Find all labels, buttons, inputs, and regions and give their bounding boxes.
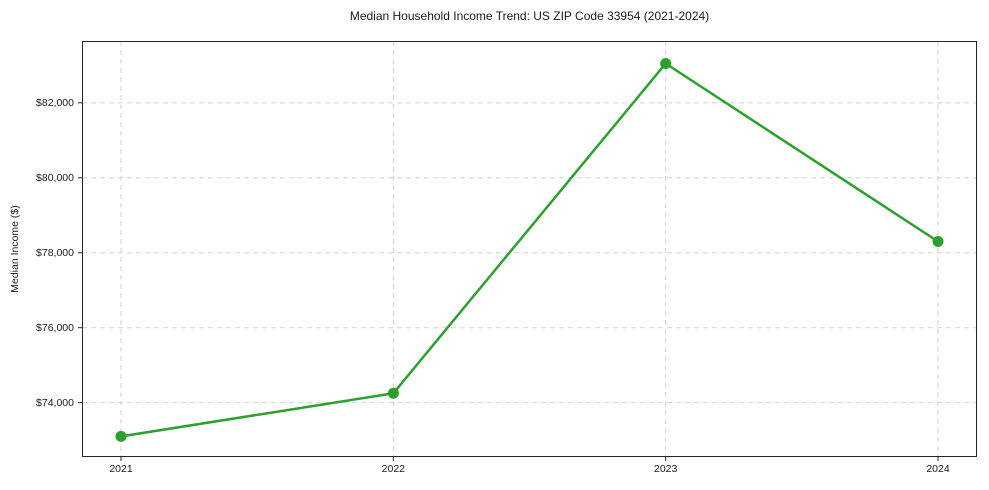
chart-title: Median Household Income Trend: US ZIP Co… — [349, 9, 710, 23]
x-tick-label: 2023 — [653, 463, 678, 475]
plot-area — [78, 41, 977, 461]
data-point-2022 — [387, 387, 399, 399]
trend-line — [119, 62, 940, 438]
y-tick-label: $80,000 — [36, 171, 74, 184]
y-tick-label: $76,000 — [36, 321, 74, 334]
data-point-2021 — [115, 430, 127, 442]
data-point-2024 — [932, 236, 944, 248]
y-tick-label: $78,000 — [36, 246, 74, 259]
data-point-2023 — [660, 57, 672, 69]
y-tick-label: $82,000 — [36, 96, 74, 109]
x-tick-label: 2024 — [926, 463, 950, 475]
x-tick-label: 2021 — [109, 463, 133, 475]
y-tick-label: $74,000 — [36, 396, 74, 409]
plot-border — [82, 41, 977, 457]
x-tick-label: 2022 — [381, 463, 406, 475]
